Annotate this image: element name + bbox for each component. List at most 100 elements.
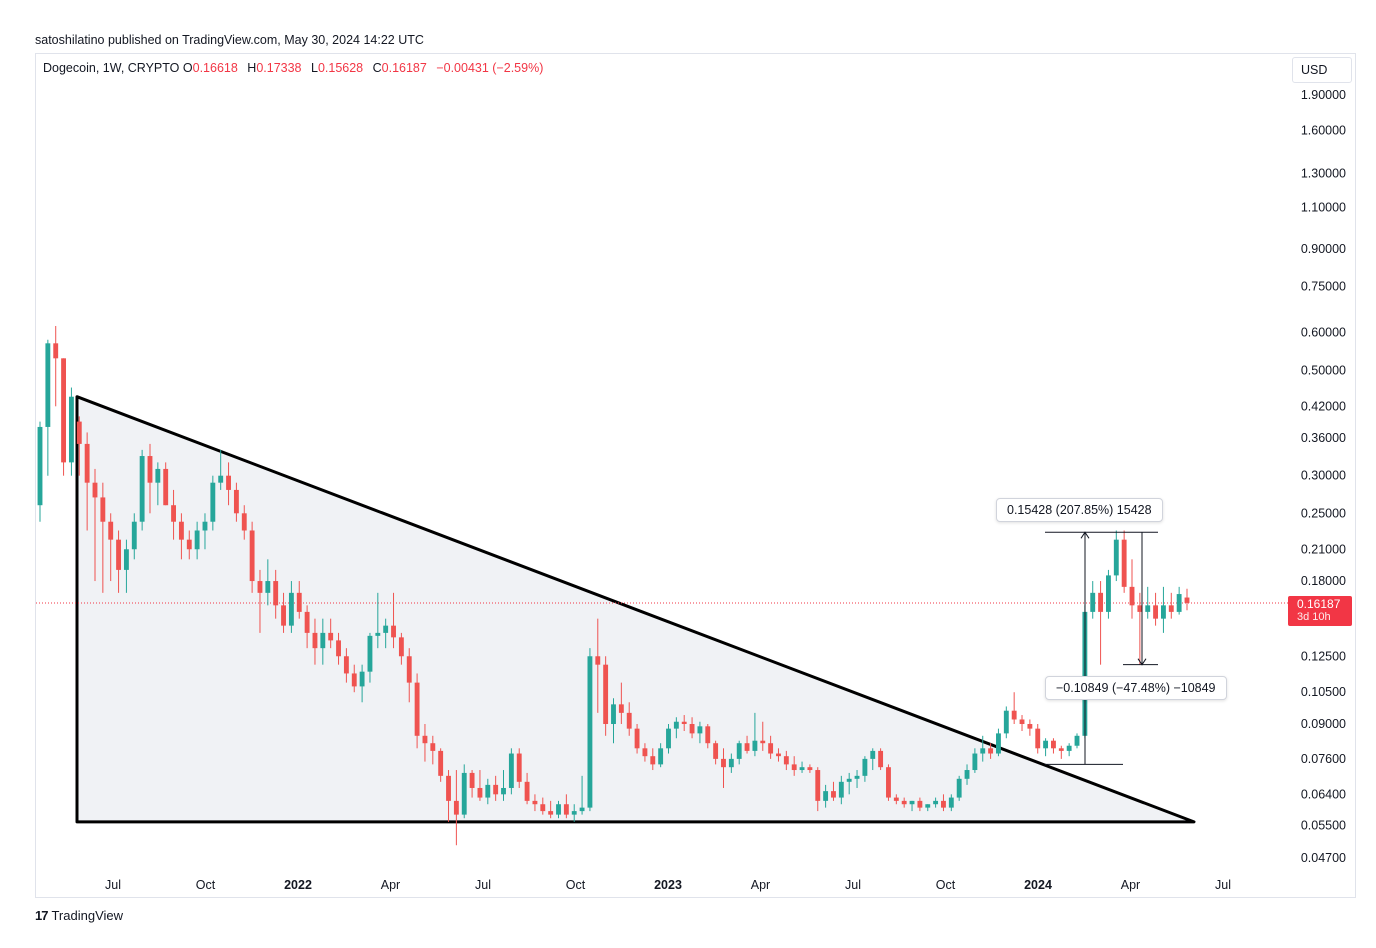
candle-body bbox=[988, 748, 994, 754]
candle bbox=[53, 325, 59, 407]
candle bbox=[1145, 586, 1151, 619]
candle-body bbox=[430, 743, 436, 751]
candle bbox=[752, 712, 758, 757]
candle-body bbox=[603, 664, 609, 725]
y-tick-label: 0.10500 bbox=[1301, 685, 1346, 699]
x-tick-label: Oct bbox=[566, 878, 586, 892]
candle bbox=[108, 513, 114, 582]
candle-body bbox=[862, 758, 868, 776]
candle bbox=[673, 717, 679, 739]
y-tick-label: 0.06400 bbox=[1301, 787, 1346, 801]
candle bbox=[453, 770, 459, 846]
candle-body bbox=[461, 772, 467, 815]
candle bbox=[163, 462, 169, 506]
candle-body bbox=[406, 656, 412, 683]
candle bbox=[1066, 743, 1072, 757]
candle bbox=[123, 539, 129, 593]
brand-name: TradingView bbox=[51, 908, 124, 923]
candle bbox=[218, 449, 224, 490]
candle-body bbox=[666, 728, 671, 749]
candle bbox=[909, 800, 915, 812]
y-tick-label: 1.10000 bbox=[1301, 201, 1346, 215]
candle-body bbox=[972, 753, 978, 771]
candle bbox=[265, 559, 271, 606]
low-value: 0.15628 bbox=[317, 61, 364, 75]
candle bbox=[823, 784, 829, 808]
candle bbox=[713, 740, 719, 765]
candle-body bbox=[626, 712, 632, 729]
candle-body bbox=[587, 656, 593, 808]
candle-body bbox=[123, 549, 129, 570]
tradingview-brand[interactable]: 17 TradingView bbox=[35, 908, 123, 923]
candle bbox=[1003, 706, 1009, 739]
candle-body bbox=[163, 468, 169, 506]
candle-body bbox=[1003, 710, 1009, 734]
candle bbox=[45, 339, 51, 476]
y-tick-label: 1.90000 bbox=[1301, 88, 1346, 102]
candle bbox=[1153, 592, 1159, 626]
time-axis: Jul Oct 2022 Apr Jul Oct 2023 Apr Jul Oct 2024 Apr J… bbox=[105, 878, 1231, 892]
candle-body bbox=[501, 787, 506, 795]
measure-up-arrow-head bbox=[1080, 531, 1090, 539]
x-tick-label: Jul bbox=[1215, 878, 1231, 892]
y-tick-label: 1.60000 bbox=[1301, 123, 1346, 137]
candle bbox=[1090, 581, 1096, 619]
last-price-tag: 0.16187 3d 10h bbox=[1288, 596, 1352, 626]
candle-body bbox=[304, 611, 310, 633]
candle-body bbox=[375, 632, 381, 636]
close-label: C bbox=[372, 61, 382, 75]
candle-body bbox=[933, 800, 939, 805]
candle bbox=[1051, 738, 1056, 754]
candle-body bbox=[634, 728, 640, 749]
candle bbox=[422, 724, 428, 762]
candle-body bbox=[1098, 592, 1104, 612]
candle-body bbox=[893, 797, 899, 801]
candle bbox=[288, 581, 294, 633]
y-tick-label: 0.05500 bbox=[1301, 819, 1346, 833]
candle bbox=[783, 750, 789, 771]
candle bbox=[1121, 530, 1127, 593]
currency-button[interactable]: USD bbox=[1292, 57, 1352, 83]
candle bbox=[430, 735, 436, 765]
candle bbox=[1113, 530, 1119, 582]
candle bbox=[328, 618, 334, 649]
candle-body bbox=[68, 396, 74, 463]
candle-body bbox=[524, 781, 530, 801]
y-tick-label: 1.30000 bbox=[1301, 166, 1346, 180]
candle-body bbox=[493, 784, 499, 795]
y-tick-label: 0.25000 bbox=[1301, 506, 1346, 520]
candle bbox=[469, 770, 475, 798]
symbol-label[interactable]: Dogecoin, 1W, CRYPTO bbox=[43, 61, 180, 75]
candle bbox=[736, 740, 742, 765]
candle bbox=[296, 581, 302, 619]
candle-body bbox=[532, 800, 538, 805]
candle-body bbox=[516, 753, 522, 782]
candle-body bbox=[288, 592, 294, 626]
candle bbox=[799, 761, 805, 773]
y-tick-label: 0.90000 bbox=[1301, 242, 1346, 256]
candle bbox=[776, 748, 781, 762]
candle-body bbox=[768, 743, 774, 754]
candle-body bbox=[296, 592, 302, 612]
candle bbox=[171, 489, 176, 540]
candle-body bbox=[579, 807, 585, 812]
candle bbox=[391, 592, 396, 649]
candle bbox=[1184, 588, 1190, 611]
candle bbox=[477, 770, 483, 801]
candle bbox=[257, 569, 263, 633]
measure-up-label[interactable]: 0.15428 (207.85%) 15428 bbox=[996, 498, 1163, 522]
x-tick-label: 2023 bbox=[654, 878, 682, 892]
candle-body bbox=[1106, 575, 1111, 612]
measure-down-label[interactable]: −0.10849 (−47.48%) −10849 bbox=[1045, 676, 1227, 700]
candle-body bbox=[595, 656, 601, 665]
candle bbox=[587, 648, 593, 812]
candle bbox=[461, 764, 467, 819]
triangle-shape bbox=[75, 395, 1196, 824]
x-tick-label: Oct bbox=[936, 878, 956, 892]
candle-body bbox=[100, 497, 106, 522]
candle-body bbox=[658, 748, 664, 765]
candle bbox=[901, 797, 907, 808]
candle-body bbox=[45, 343, 51, 427]
candle-body bbox=[265, 581, 271, 593]
